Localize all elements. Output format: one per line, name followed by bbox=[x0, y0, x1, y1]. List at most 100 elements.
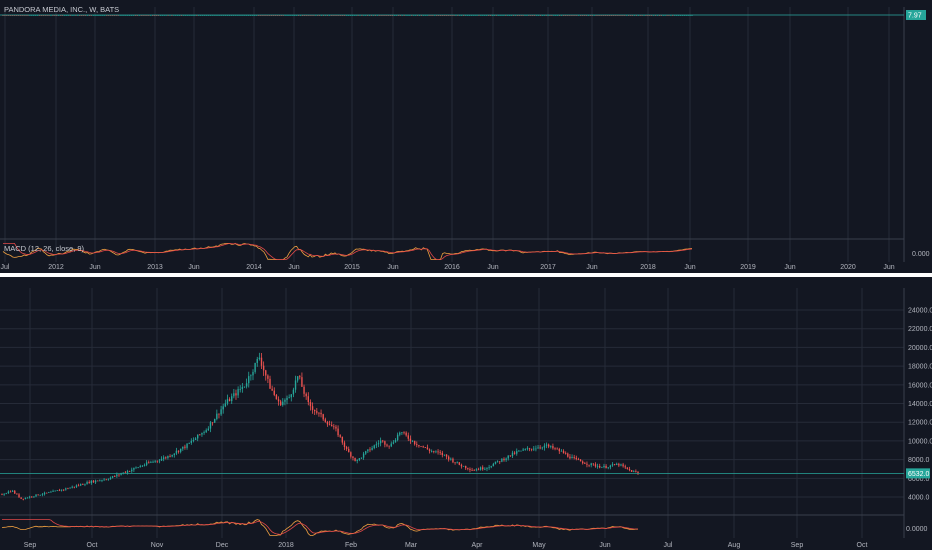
x-tick-label: May bbox=[532, 542, 546, 549]
top-candles bbox=[0, 14, 904, 16]
indicator-label: MACD (12, 26, close, 9) bbox=[4, 244, 85, 253]
candle-body bbox=[165, 457, 167, 459]
bottom-price-axis[interactable]: 4000.0 6000.0 8000.0 10000.0 12000.0 14000.0 1… bbox=[906, 308, 932, 502]
bottom-time-axis[interactable]: Sep Oct Nov Dec 2018 Feb Mar Apr May Jun Jul Aug Sep… bbox=[24, 542, 868, 549]
x-tick-label: 2020 bbox=[840, 264, 856, 271]
x-tick-label: Jul bbox=[664, 542, 673, 549]
candle-body bbox=[601, 466, 603, 468]
candle-body bbox=[430, 451, 433, 452]
candle-body bbox=[245, 383, 248, 387]
candle-body bbox=[635, 471, 637, 473]
y-tick-label: 18000.0 bbox=[908, 364, 932, 371]
candle-body bbox=[258, 357, 261, 359]
candle-body bbox=[35, 494, 37, 497]
y-tick-label: 20000.0 bbox=[908, 345, 932, 352]
candle-body bbox=[611, 464, 614, 466]
candle-body bbox=[120, 473, 122, 475]
candle-body bbox=[441, 452, 444, 456]
candle-body bbox=[207, 428, 210, 431]
candle-body bbox=[484, 468, 486, 470]
candle-body bbox=[214, 418, 216, 423]
candle-body bbox=[509, 455, 512, 457]
candle-body bbox=[184, 446, 186, 448]
candle-body bbox=[303, 386, 305, 394]
top-price-pane[interactable]: 5.0010.0015.0020.0025.0030.0035.0040.004… bbox=[0, 5, 930, 271]
candle-body bbox=[48, 492, 50, 493]
candle-body bbox=[218, 413, 220, 415]
candle-body bbox=[301, 377, 303, 387]
x-tick-label: 2017 bbox=[540, 264, 556, 271]
candle-body bbox=[145, 462, 148, 465]
candle-body bbox=[479, 467, 482, 470]
y-tick-label: 6000.0 bbox=[908, 476, 930, 483]
candle-body bbox=[39, 494, 41, 496]
candle-body bbox=[179, 448, 182, 452]
candle-body bbox=[171, 454, 173, 457]
bottom-indicator-pane bbox=[1, 519, 639, 536]
candle-body bbox=[628, 469, 631, 471]
candle-body bbox=[279, 401, 282, 406]
candle-body bbox=[186, 443, 188, 448]
x-tick-label: Jun bbox=[684, 264, 695, 271]
candle-body bbox=[77, 485, 80, 487]
candle-body bbox=[216, 413, 218, 419]
candle-body bbox=[248, 376, 250, 384]
candle-body bbox=[228, 399, 231, 402]
candle-body bbox=[292, 389, 295, 395]
candle-body bbox=[313, 409, 316, 412]
candle-body bbox=[564, 453, 567, 455]
candle-body bbox=[416, 444, 418, 446]
candle-body bbox=[367, 449, 369, 452]
candle-body bbox=[433, 451, 435, 452]
candle-body bbox=[579, 459, 582, 462]
candle-body bbox=[158, 460, 161, 462]
candle-body bbox=[194, 438, 197, 440]
bottom-price-pane[interactable]: 4000.0 6000.0 8000.0 10000.0 12000.0 14000.0 1… bbox=[0, 288, 932, 549]
candle-body bbox=[524, 449, 526, 450]
candle-body bbox=[467, 468, 469, 469]
candle-body bbox=[107, 479, 110, 481]
candle-body bbox=[288, 397, 290, 399]
candle-body bbox=[511, 452, 514, 457]
candle-body bbox=[609, 465, 612, 468]
candle-body bbox=[152, 461, 154, 463]
candle-body bbox=[324, 419, 327, 422]
candle-body bbox=[358, 458, 361, 460]
candle-body bbox=[69, 487, 71, 489]
candle-body bbox=[126, 471, 129, 473]
indicator-value: 0.000 bbox=[912, 251, 930, 258]
x-tick-label: Sep bbox=[791, 542, 804, 549]
candle-body bbox=[205, 430, 207, 433]
candle-body bbox=[60, 489, 63, 491]
candle-body bbox=[62, 489, 65, 491]
candle-body bbox=[333, 426, 335, 428]
bottom-grid bbox=[0, 288, 905, 538]
bottom-chart-background bbox=[0, 277, 932, 550]
candle-body bbox=[182, 446, 184, 449]
candle-body bbox=[473, 470, 475, 471]
candle-body bbox=[169, 456, 171, 457]
candle-body bbox=[388, 445, 390, 447]
candle-body bbox=[590, 463, 592, 466]
candle-body bbox=[328, 424, 331, 426]
candle-body bbox=[26, 497, 29, 499]
candle-body bbox=[211, 422, 214, 424]
candle-body bbox=[109, 477, 112, 480]
candle-body bbox=[222, 406, 224, 410]
candle-body bbox=[199, 434, 201, 436]
top-time-axis[interactable]: Jul 2012 Jun 2013 Jun 2014 Jun 2015 Jun 2016 Jun 20… bbox=[1, 264, 895, 271]
candle-body bbox=[350, 452, 352, 457]
candle-body bbox=[492, 463, 495, 467]
candle-body bbox=[175, 450, 178, 454]
candle-body bbox=[535, 448, 537, 450]
candle-body bbox=[554, 448, 556, 450]
candle-body bbox=[9, 491, 12, 493]
candle-body bbox=[335, 426, 337, 429]
candle-body bbox=[496, 461, 499, 463]
top-price-axis[interactable]: 5.0010.0015.0020.0025.0030.0035.0040.004… bbox=[906, 10, 926, 20]
y-tick-label: 4000.0 bbox=[908, 495, 930, 502]
candle-body bbox=[384, 441, 386, 445]
candle-body bbox=[348, 448, 350, 453]
candle-body bbox=[7, 491, 10, 494]
x-tick-label: Mar bbox=[405, 542, 418, 549]
